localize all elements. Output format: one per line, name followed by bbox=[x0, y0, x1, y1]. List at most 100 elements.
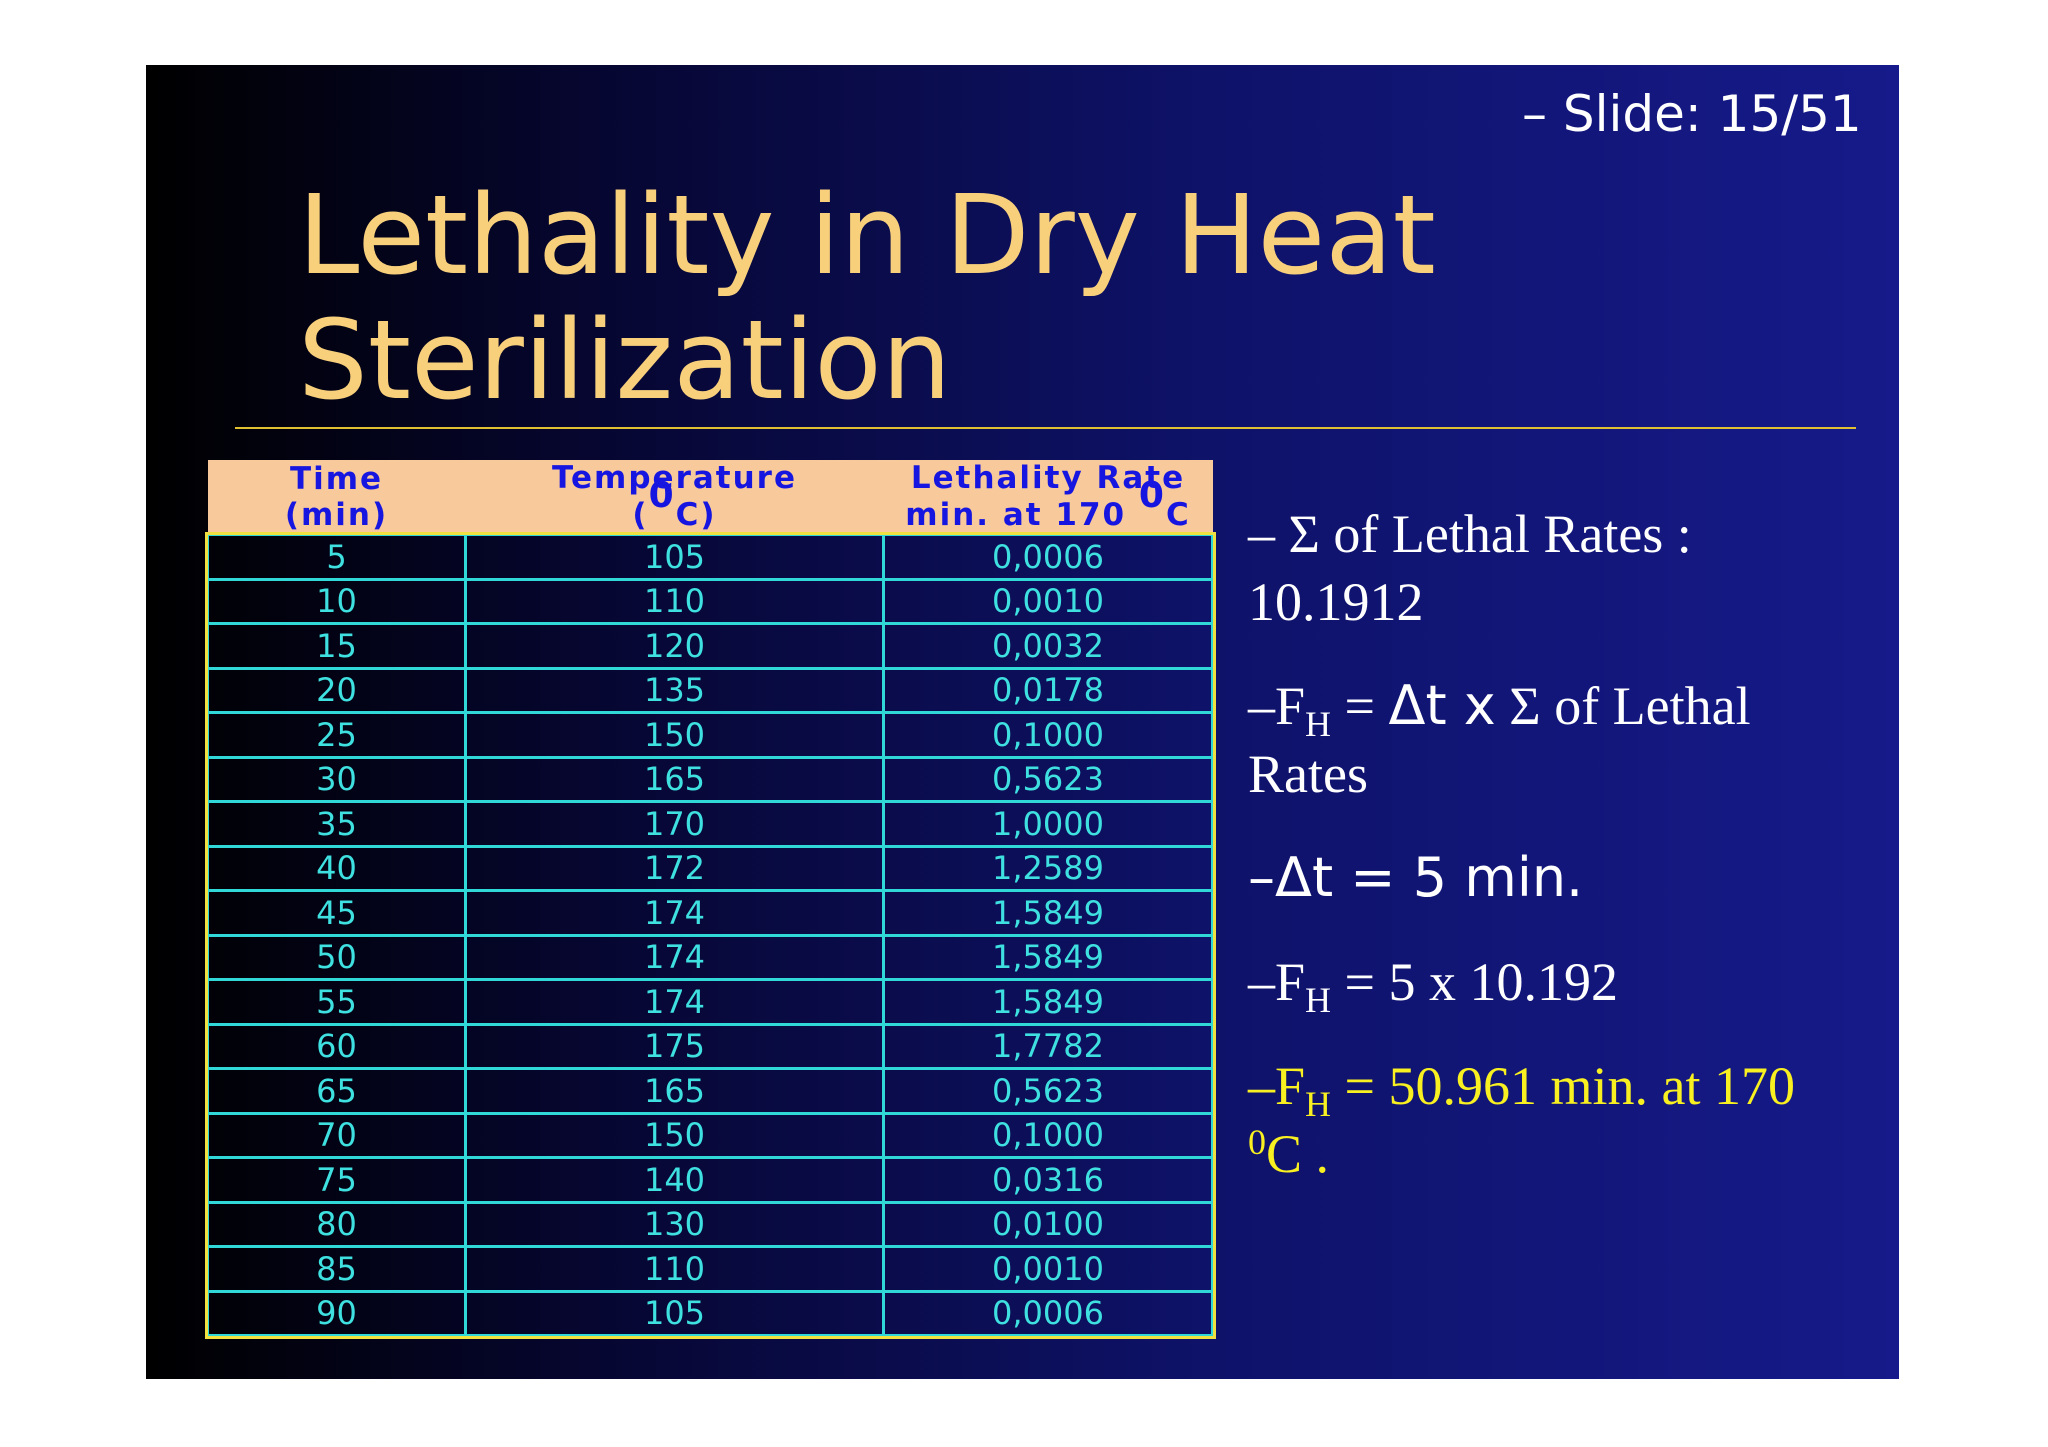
table-cell: 50 bbox=[206, 933, 467, 981]
column-header: Time (min) bbox=[207, 460, 466, 535]
table-cell: 15 bbox=[206, 622, 467, 670]
table-cell: 0,0032 bbox=[882, 622, 1214, 670]
note: –FH = 5 x 10.192 bbox=[1248, 948, 1808, 1018]
table-cell: 1,2589 bbox=[882, 844, 1214, 892]
table-cell: 90 bbox=[206, 1289, 467, 1337]
table-cell: 60 bbox=[206, 1022, 467, 1070]
header-line: (min) bbox=[208, 497, 466, 533]
table-cell: 175 bbox=[464, 1022, 885, 1070]
table-row: 80 130 0,0100 bbox=[206, 1200, 1214, 1248]
table-cell: 1,5849 bbox=[882, 889, 1214, 937]
note: –Δt = 5 min. bbox=[1248, 844, 1808, 912]
table-cell: 1,5849 bbox=[882, 978, 1214, 1026]
text: = 5 x 10.192 bbox=[1331, 952, 1619, 1012]
table-cell: 1,5849 bbox=[882, 933, 1214, 981]
table-cell: 0,0010 bbox=[882, 1245, 1214, 1293]
table-cell: 120 bbox=[464, 622, 885, 670]
text: = bbox=[1331, 676, 1389, 736]
table-cell: 80 bbox=[206, 1200, 467, 1248]
table-cell: 0,1000 bbox=[882, 1111, 1214, 1159]
table-cell: 20 bbox=[206, 666, 467, 714]
note: –FH = 50.961 min. at 170 0C . bbox=[1248, 1052, 1808, 1188]
table-row: 5 105 0,0006 bbox=[206, 533, 1214, 581]
slide: – Slide: 15/51 Lethality in Dry Heat Ste… bbox=[146, 65, 1899, 1379]
subscript: H bbox=[1305, 704, 1332, 744]
table-row: 60 175 1,7782 bbox=[206, 1022, 1214, 1070]
table-cell: 165 bbox=[464, 755, 885, 803]
table-cell: 110 bbox=[464, 577, 885, 625]
notes: – Σ of Lethal Rates : 10.1912 –FH = Δt x … bbox=[1248, 500, 1808, 1224]
table-row: 65 165 0,5623 bbox=[206, 1067, 1214, 1115]
table-cell: 174 bbox=[464, 978, 885, 1026]
subscript: H bbox=[1305, 1084, 1332, 1124]
header-line: Temperature bbox=[552, 460, 797, 496]
table-row: 75 140 0,0316 bbox=[206, 1156, 1214, 1204]
lethality-table: Time (min) Temperature (0C) Lethality Rate mi… bbox=[204, 460, 1216, 1339]
text: –F bbox=[1248, 1056, 1306, 1116]
table-cell: 35 bbox=[206, 800, 467, 848]
table-cell: 0,0006 bbox=[882, 533, 1214, 581]
table-row: 20 135 0,0178 bbox=[206, 666, 1214, 714]
table-cell: 150 bbox=[464, 711, 885, 759]
text: –F bbox=[1248, 952, 1306, 1012]
table-cell: 1,0000 bbox=[882, 800, 1214, 848]
table-cell: 25 bbox=[206, 711, 467, 759]
table-cell: 0,0100 bbox=[882, 1200, 1214, 1248]
text: ( bbox=[632, 497, 649, 533]
subscript: H bbox=[1305, 980, 1332, 1020]
text: (min) bbox=[284, 496, 389, 533]
table-cell: 55 bbox=[206, 978, 467, 1026]
table-cell: 0,0006 bbox=[882, 1289, 1214, 1337]
table-cell: 0,0316 bbox=[882, 1156, 1214, 1204]
table-row: 90 105 0,0006 bbox=[206, 1289, 1214, 1337]
header-line: Lethality Rate bbox=[910, 460, 1186, 496]
table-row: 10 110 0,0010 bbox=[206, 577, 1214, 625]
text: min. at 170 bbox=[905, 497, 1139, 533]
column-header: Temperature (0C) bbox=[465, 460, 884, 535]
table-cell: 130 bbox=[464, 1200, 885, 1248]
table-cell: 140 bbox=[464, 1156, 885, 1204]
header-line: min. at 170 0C bbox=[884, 478, 1213, 534]
table-cell: 85 bbox=[206, 1245, 467, 1293]
table-cell: 45 bbox=[206, 889, 467, 937]
text: Σ of Lethal Rates bbox=[1248, 676, 1751, 804]
table-cell: 0,1000 bbox=[882, 711, 1214, 759]
slide-number: – Slide: 15/51 bbox=[1522, 85, 1862, 143]
table-row: 40 172 1,2589 bbox=[206, 844, 1214, 892]
text: C . bbox=[1266, 1124, 1330, 1184]
table-cell: 170 bbox=[464, 800, 885, 848]
symbol-text: –Δt = 5 min. bbox=[1248, 846, 1584, 909]
text: = 50.961 min. at 170 bbox=[1331, 1056, 1795, 1116]
table-cell: 1,7782 bbox=[882, 1022, 1214, 1070]
table-cell: 105 bbox=[464, 533, 885, 581]
table-cell: 5 bbox=[206, 533, 467, 581]
text: –F bbox=[1248, 676, 1306, 736]
superscript: 0 bbox=[648, 475, 676, 516]
header-line: (0C) bbox=[466, 478, 884, 534]
table-row: 85 110 0,0010 bbox=[206, 1245, 1214, 1293]
note: – Σ of Lethal Rates : 10.1912 bbox=[1248, 500, 1808, 636]
table-row: 25 150 0,1000 bbox=[206, 711, 1214, 759]
note: –FH = Δt x Σ of Lethal Rates bbox=[1248, 672, 1808, 808]
table-row: 70 150 0,1000 bbox=[206, 1111, 1214, 1159]
text: C bbox=[1165, 497, 1191, 533]
table-cell: 10 bbox=[206, 577, 467, 625]
superscript: 0 bbox=[1138, 475, 1166, 516]
title: Lethality in Dry Heat Sterilization bbox=[298, 173, 1436, 423]
table-cell: 0,5623 bbox=[882, 1067, 1214, 1115]
table-cell: 135 bbox=[464, 666, 885, 714]
table-cell: 0,0010 bbox=[882, 577, 1214, 625]
column-header: Lethality Rate min. at 170 0C bbox=[883, 460, 1213, 535]
title-line: Sterilization bbox=[298, 296, 952, 424]
header-line: Time bbox=[289, 460, 384, 497]
table-body: 5 105 0,0006 10 110 0,0010 15 120 0,0032 20 135 0,0… bbox=[204, 531, 1216, 1339]
divider bbox=[235, 427, 1856, 429]
table-cell: 165 bbox=[464, 1067, 885, 1115]
table-head: Time (min) Temperature (0C) Lethality Rate mi… bbox=[207, 460, 1213, 535]
table-cell: 70 bbox=[206, 1111, 467, 1159]
table-cell: 0,5623 bbox=[882, 755, 1214, 803]
symbol-text: Δt x bbox=[1388, 674, 1496, 737]
table-cell: 0,0178 bbox=[882, 666, 1214, 714]
table-cell: 172 bbox=[464, 844, 885, 892]
